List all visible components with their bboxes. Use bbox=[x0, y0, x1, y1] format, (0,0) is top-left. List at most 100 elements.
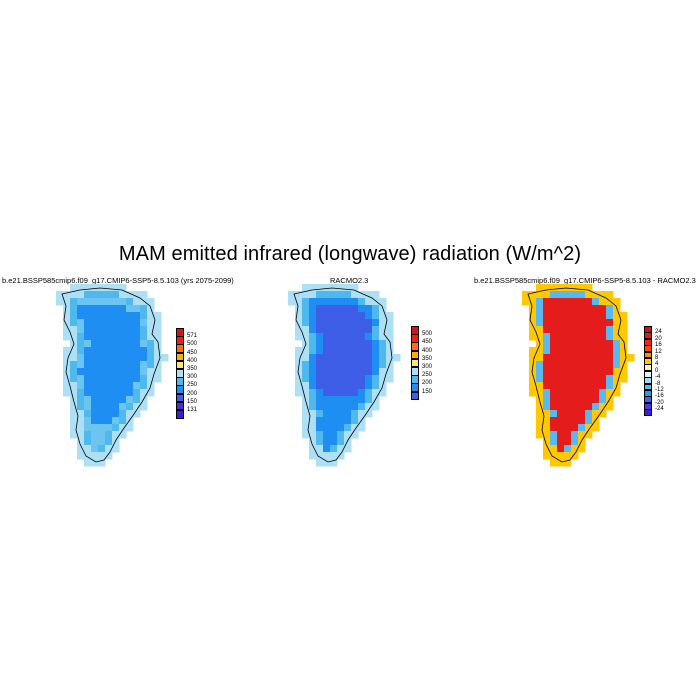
grid-cell bbox=[295, 319, 303, 327]
grid-cell bbox=[295, 354, 303, 362]
grid-cell bbox=[337, 333, 345, 341]
grid-cell bbox=[620, 354, 628, 362]
grid-cell bbox=[302, 305, 310, 313]
grid-cell bbox=[309, 382, 317, 390]
grid-cell bbox=[536, 305, 544, 313]
grid-cell bbox=[112, 396, 120, 404]
grid-cell bbox=[578, 382, 586, 390]
greenland-map bbox=[288, 284, 401, 467]
grid-cell bbox=[344, 333, 352, 341]
grid-cell bbox=[119, 291, 127, 299]
grid-cell bbox=[606, 291, 614, 299]
grid-cell bbox=[105, 361, 113, 369]
grid-cell bbox=[126, 354, 134, 362]
grid-cell bbox=[578, 396, 586, 404]
grid-cell bbox=[599, 347, 607, 355]
grid-cell bbox=[585, 305, 593, 313]
grid-cell bbox=[599, 298, 607, 306]
grid-cell bbox=[550, 382, 558, 390]
grid-cell bbox=[91, 424, 99, 432]
grid-cell bbox=[140, 403, 148, 411]
grid-cell bbox=[133, 375, 141, 383]
grid-cell bbox=[337, 326, 345, 334]
grid-cell bbox=[77, 410, 85, 418]
grid-cell bbox=[536, 424, 544, 432]
grid-cell bbox=[606, 340, 614, 348]
grid-cell bbox=[126, 368, 134, 376]
grid-cell bbox=[84, 354, 92, 362]
grid-cell bbox=[147, 312, 155, 320]
grid-cell bbox=[98, 340, 106, 348]
grid-cell bbox=[585, 382, 593, 390]
grid-cell bbox=[543, 347, 551, 355]
grid-cell bbox=[337, 424, 345, 432]
grid-cell bbox=[323, 396, 331, 404]
grid-cell bbox=[351, 333, 359, 341]
grid-cell bbox=[620, 333, 628, 341]
grid-cell bbox=[351, 382, 359, 390]
grid-cell bbox=[372, 347, 380, 355]
grid-cell bbox=[302, 291, 310, 299]
grid-cell bbox=[98, 438, 106, 446]
grid-cell bbox=[77, 382, 85, 390]
grid-cell bbox=[599, 333, 607, 341]
grid-cell bbox=[323, 431, 331, 439]
grid-cell bbox=[557, 452, 565, 460]
grid-cell bbox=[372, 291, 380, 299]
grid-cell bbox=[91, 459, 99, 467]
grid-cell bbox=[337, 340, 345, 348]
grid-cell bbox=[592, 403, 600, 411]
grid-cell bbox=[351, 368, 359, 376]
grid-cell bbox=[613, 368, 621, 376]
grid-cell bbox=[84, 298, 92, 306]
grid-cell bbox=[599, 410, 607, 418]
grid-cell bbox=[77, 431, 85, 439]
panel-model: b.e21.BSSP585cmip6.f09_g17.CMIP6-SSP5-8.… bbox=[0, 276, 240, 476]
colorbar-label: -20 bbox=[655, 399, 664, 406]
grid-cell bbox=[84, 445, 92, 453]
grid-cell bbox=[70, 284, 78, 292]
grid-cell bbox=[344, 326, 352, 334]
grid-cell bbox=[105, 354, 113, 362]
grid-cell bbox=[536, 333, 544, 341]
grid-cell bbox=[620, 375, 628, 383]
grid-cell bbox=[91, 368, 99, 376]
grid-cell bbox=[613, 319, 621, 327]
grid-cell bbox=[365, 347, 373, 355]
grid-cell bbox=[536, 291, 544, 299]
grid-cell bbox=[351, 389, 359, 397]
grid-cell bbox=[126, 361, 134, 369]
grid-cell bbox=[302, 354, 310, 362]
grid-cell bbox=[70, 347, 78, 355]
grid-cell bbox=[98, 424, 106, 432]
grid-cell bbox=[77, 375, 85, 383]
grid-cell bbox=[344, 319, 352, 327]
grid-cell bbox=[288, 291, 296, 299]
grid-cell bbox=[70, 312, 78, 320]
grid-cell bbox=[571, 340, 579, 348]
grid-cell bbox=[105, 312, 113, 320]
grid-cell bbox=[564, 361, 572, 369]
grid-cell bbox=[77, 438, 85, 446]
grid-cell bbox=[323, 333, 331, 341]
grid-cell bbox=[564, 347, 572, 355]
grid-cell bbox=[309, 445, 317, 453]
grid-cell bbox=[295, 326, 303, 334]
grid-cell bbox=[627, 354, 635, 362]
grid-cell bbox=[599, 375, 607, 383]
grid-cell bbox=[585, 375, 593, 383]
grid-cell bbox=[70, 410, 78, 418]
grid-cell bbox=[599, 340, 607, 348]
grid-cell bbox=[302, 431, 310, 439]
grid-cell bbox=[571, 319, 579, 327]
grid-cell bbox=[592, 319, 600, 327]
grid-cell bbox=[126, 333, 134, 341]
grid-cell bbox=[585, 291, 593, 299]
grid-cell bbox=[302, 298, 310, 306]
grid-cell bbox=[105, 333, 113, 341]
grid-cell bbox=[358, 382, 366, 390]
grid-cell bbox=[56, 298, 64, 306]
grid-cell bbox=[358, 347, 366, 355]
grid-cell bbox=[564, 284, 572, 292]
grid-cell bbox=[316, 403, 324, 411]
